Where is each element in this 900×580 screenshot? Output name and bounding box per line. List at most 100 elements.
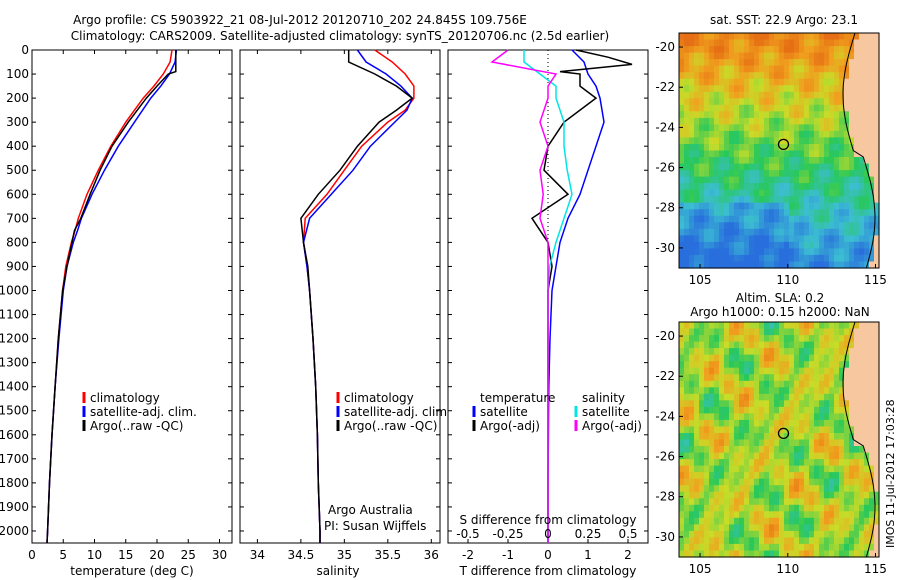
map-cell	[714, 85, 720, 93]
map-cell	[814, 59, 820, 67]
map-cell	[779, 446, 785, 454]
map-cell	[849, 137, 855, 145]
map-cell	[784, 543, 790, 551]
map-cell	[689, 39, 695, 47]
map-cell	[744, 426, 750, 434]
map-cell	[839, 459, 845, 467]
map-cell	[739, 472, 745, 480]
map-cell	[839, 202, 845, 210]
map-cell	[754, 248, 760, 256]
map-cell	[719, 72, 725, 80]
map-cell	[684, 543, 690, 551]
map-cell	[759, 406, 765, 414]
map-cell	[749, 46, 755, 54]
map-cell	[744, 439, 750, 447]
map-cell	[814, 380, 820, 388]
map-cell	[699, 465, 705, 473]
map-cell	[749, 150, 755, 158]
map-cell	[769, 91, 775, 99]
map-cell	[809, 511, 815, 519]
map-cell	[759, 361, 765, 369]
map-cell	[774, 235, 780, 243]
map-cell	[734, 530, 740, 538]
map-cell	[819, 33, 825, 41]
figure-title-line2: Climatology: CARS2009. Satellite-adjuste…	[71, 29, 609, 43]
map-cell	[749, 215, 755, 223]
map-cell	[809, 367, 815, 375]
map-cell	[789, 517, 795, 525]
map-cell	[779, 452, 785, 460]
map-cell	[849, 150, 855, 158]
map-cell	[844, 485, 850, 493]
map-cell	[709, 137, 715, 145]
map-cell	[729, 189, 735, 197]
map-cell	[789, 52, 795, 60]
map-cell	[814, 98, 820, 106]
map-cell	[804, 65, 810, 73]
map-cell	[719, 59, 725, 67]
map-cell	[759, 354, 765, 362]
map-cell	[754, 72, 760, 80]
map-cell	[824, 33, 830, 41]
y-tick-label: 300	[6, 115, 29, 129]
map-cell	[689, 465, 695, 473]
map-cell	[819, 491, 825, 499]
map-cell	[769, 354, 775, 362]
map-cell	[754, 196, 760, 204]
map-cell	[704, 406, 710, 414]
map-cell	[814, 202, 820, 210]
map-cell	[804, 261, 810, 269]
series-line-3	[300, 50, 414, 543]
map-cell	[804, 124, 810, 132]
map-cell	[874, 144, 880, 152]
map-cell	[679, 426, 685, 434]
map-cell	[679, 202, 685, 210]
map-cell	[744, 150, 750, 158]
map-cell	[769, 361, 775, 369]
map-cell	[874, 124, 880, 132]
map-cell	[859, 157, 865, 165]
map-cell	[714, 426, 720, 434]
map-cell	[824, 465, 830, 473]
map-cell	[704, 517, 710, 525]
map-cell	[709, 472, 715, 480]
map-cell	[689, 176, 695, 184]
map-cell	[709, 124, 715, 132]
map-cell	[779, 196, 785, 204]
map-cell	[859, 485, 865, 493]
map-cell	[839, 439, 845, 447]
map-cell	[769, 498, 775, 506]
map-cell	[679, 543, 685, 551]
map-cell	[724, 524, 730, 532]
map-cell	[709, 419, 715, 427]
map-cell	[759, 472, 765, 480]
map-cell	[749, 504, 755, 512]
map-cell	[699, 124, 705, 132]
map-cell	[704, 354, 710, 362]
map-cell	[764, 387, 770, 395]
map-cell	[779, 170, 785, 178]
map-cell	[769, 328, 775, 336]
map-cell	[689, 524, 695, 532]
map-cell	[769, 170, 775, 178]
map-cell	[804, 498, 810, 506]
map-cell	[739, 504, 745, 512]
map-cell	[859, 261, 865, 269]
map-cell	[804, 241, 810, 249]
map-cell	[759, 104, 765, 112]
map-cell	[774, 248, 780, 256]
map-cell	[759, 426, 765, 434]
map-cell	[704, 150, 710, 158]
map-cell	[814, 348, 820, 356]
difference-panel: -2 -1 0 1 2 T difference from climatology S …	[447, 49, 649, 578]
map-cell	[814, 335, 820, 343]
map-cell	[799, 504, 805, 512]
map-cell	[869, 433, 875, 441]
map-cell	[874, 235, 880, 243]
map-cell	[764, 530, 770, 538]
map-cell	[689, 163, 695, 171]
map-cell	[809, 348, 815, 356]
map-cell	[724, 189, 730, 197]
argo-position-marker	[777, 427, 790, 440]
map-cell	[779, 433, 785, 441]
